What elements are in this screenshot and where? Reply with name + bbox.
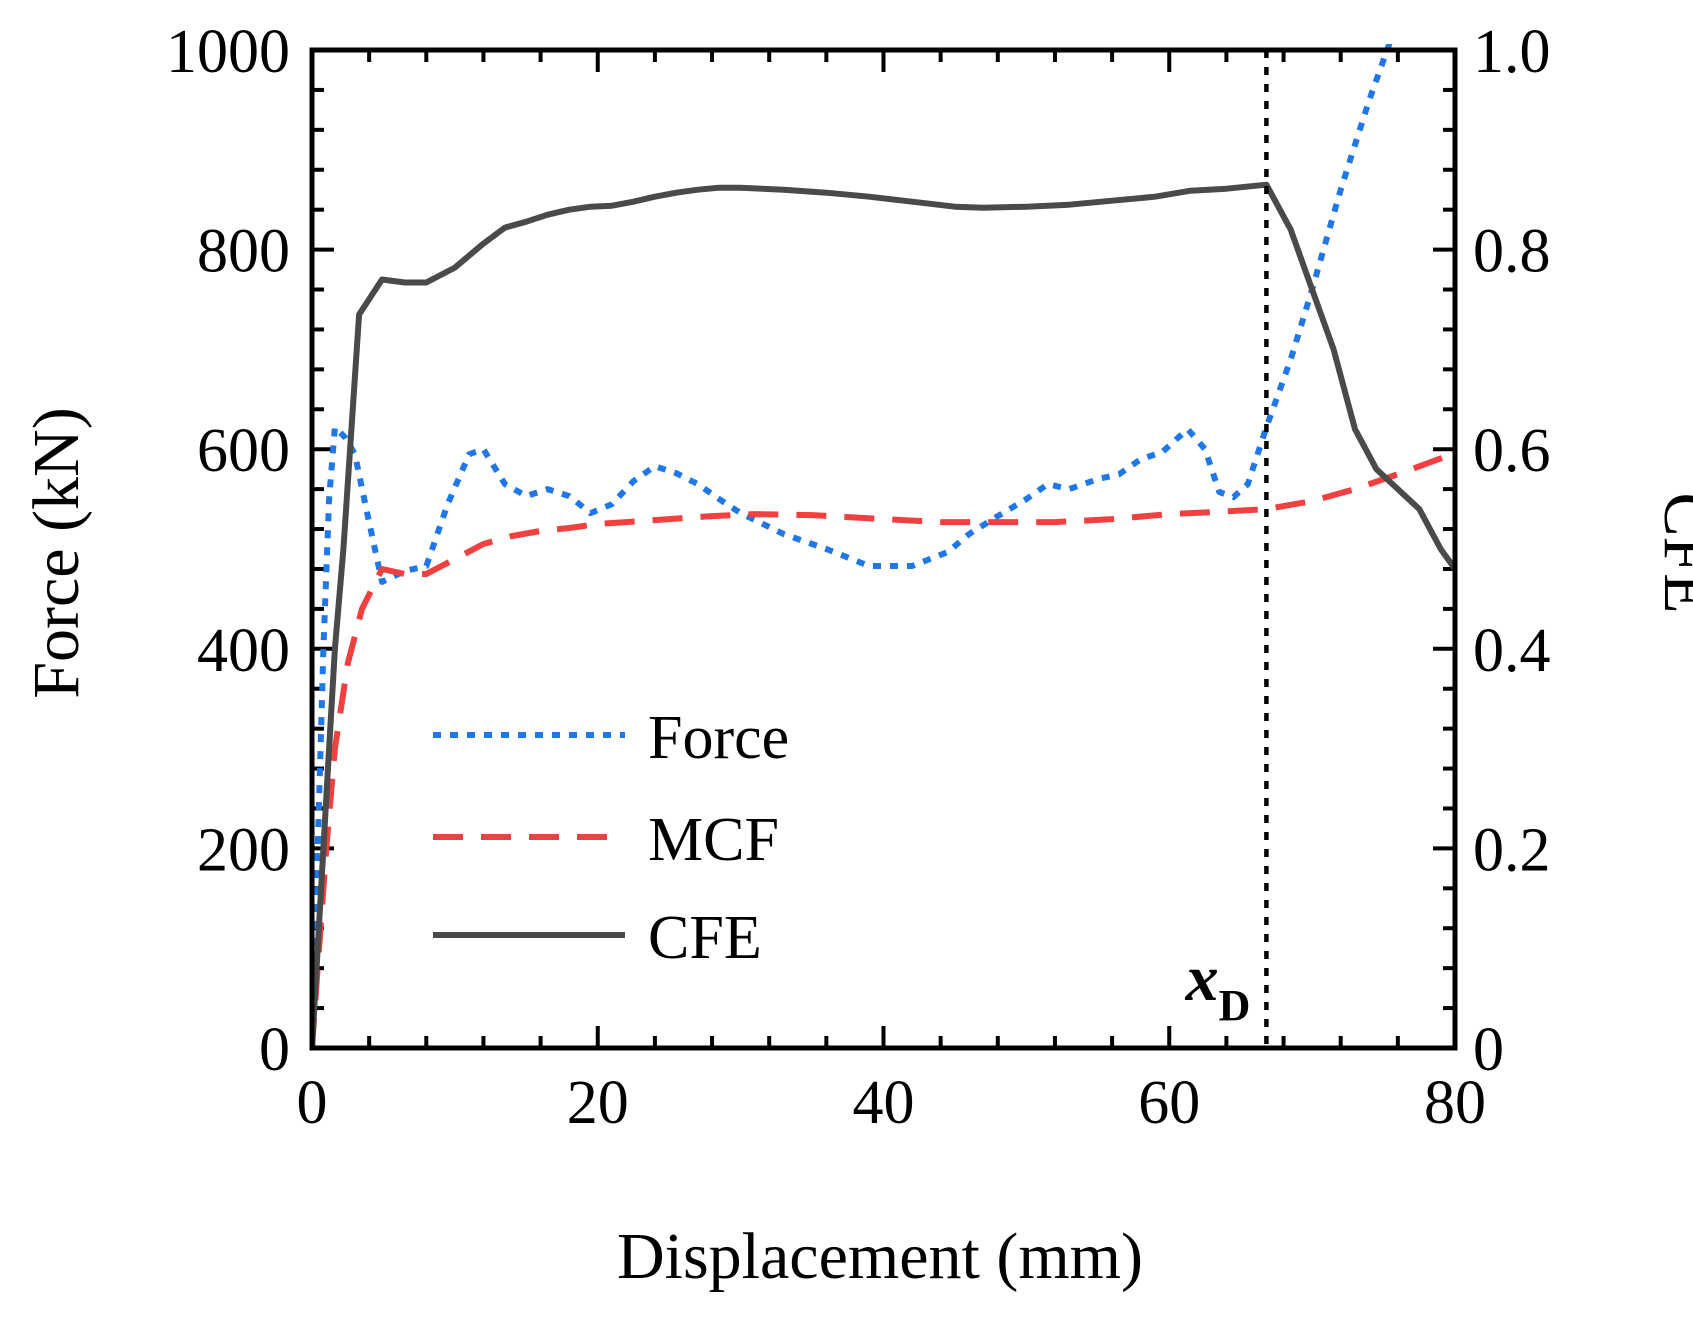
y2-tick-label: 0.4 [1473,617,1551,685]
y2-tick-label: 0 [1473,1016,1504,1084]
legend-label-force: Force [648,704,789,772]
y-axis-title: Force (kN) [20,407,93,698]
legend-label-mcf: MCF [648,806,779,874]
xd-annotation-main: x [1185,942,1219,1015]
series-mcf-line [312,450,1455,1048]
y-tick-label: 600 [197,417,290,485]
xd-annotation-subscript: D [1219,981,1251,1030]
y2-tick-label: 0.6 [1473,417,1551,485]
x-tick-label: 60 [1138,1069,1200,1137]
legend-label-cfe: CFE [648,904,762,972]
x-tick-label: 40 [853,1069,915,1137]
y2-tick-label: 0.8 [1473,218,1551,286]
plot-series [312,44,1455,1048]
tick-labels: 0 20 40 60 800200400600800100000.20.40.60.81… [166,18,1551,1137]
y-tick-label: 0 [259,1016,290,1084]
y-tick-label: 400 [197,617,290,685]
series-cfe-line [312,181,1455,1048]
y2-tick-label: 0.2 [1473,816,1551,884]
x-tick-label: 80 [1424,1069,1486,1137]
y-tick-label: 1000 [166,18,290,86]
x-tick-label: 0 [297,1069,328,1137]
y2-axis-title: CFE [1650,492,1693,613]
y-tick-label: 200 [197,816,290,884]
y-tick-label: 800 [197,218,290,286]
y2-tick-label: 1.0 [1473,18,1551,86]
x-tick-label: 20 [567,1069,629,1137]
x-axis-title: Displacement (mm) [617,1220,1143,1293]
legend: Force MCF CFE [433,704,789,972]
plot-frame [309,47,1458,1051]
xd-annotation: xD [1185,942,1251,1030]
